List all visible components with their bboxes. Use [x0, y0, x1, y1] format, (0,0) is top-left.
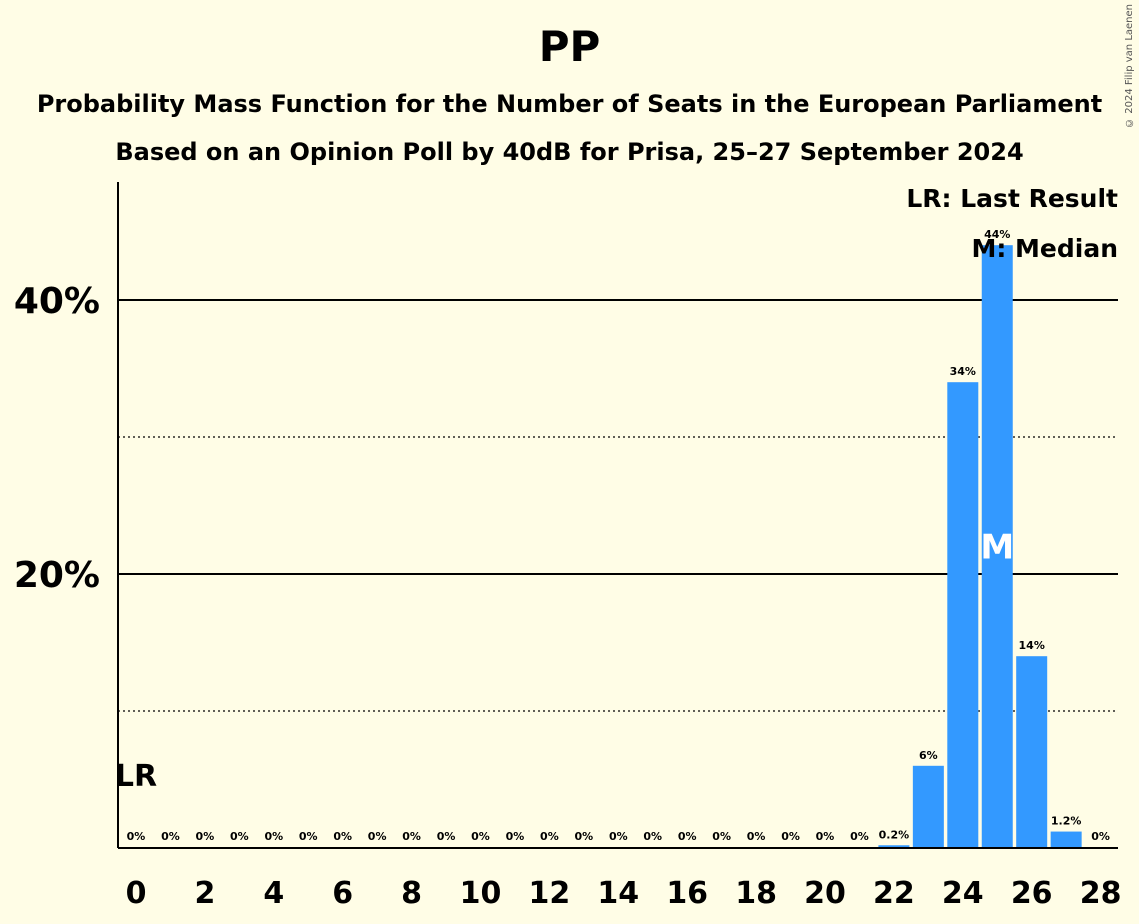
x-tick-label: 24 [942, 876, 984, 911]
data-label-seat-10: 0% [471, 830, 490, 843]
data-label-seat-8: 0% [402, 830, 421, 843]
data-label-seat-1: 0% [161, 830, 180, 843]
x-tick-label: 18 [735, 876, 777, 911]
data-label-seat-12: 0% [540, 830, 559, 843]
data-label-seat-20: 0% [816, 830, 835, 843]
x-tick-label: 4 [263, 876, 284, 911]
x-tick-label: 10 [460, 876, 502, 911]
data-label-seat-18: 0% [747, 830, 766, 843]
bar-seat-23 [912, 765, 944, 848]
x-tick-label: 28 [1080, 876, 1122, 911]
legend-median: M: Median [971, 234, 1118, 263]
data-label-seat-11: 0% [506, 830, 525, 843]
bar-seat-27 [1050, 831, 1082, 848]
data-label-seat-0: 0% [127, 830, 146, 843]
data-label-seat-17: 0% [712, 830, 731, 843]
x-tick-label: 12 [529, 876, 571, 911]
bar-seat-24 [947, 382, 979, 848]
data-label-seat-28: 0% [1091, 830, 1110, 843]
data-label-seat-13: 0% [575, 830, 594, 843]
data-label-seat-9: 0% [437, 830, 456, 843]
data-label-seat-26: 14% [1019, 639, 1045, 652]
data-label-seat-7: 0% [368, 830, 387, 843]
data-label-seat-19: 0% [781, 830, 800, 843]
data-label-seat-21: 0% [850, 830, 869, 843]
bar-seat-26 [1016, 656, 1048, 848]
x-tick-label: 8 [401, 876, 422, 911]
bar-seat-22 [878, 845, 910, 848]
y-tick-label: 40% [14, 281, 100, 322]
chart-subtitle: Probability Mass Function for the Number… [36, 90, 1103, 118]
data-label-seat-27: 1.2% [1051, 815, 1082, 828]
data-label-seat-5: 0% [299, 830, 318, 843]
chart-subtitle-2: Based on an Opinion Poll by 40dB for Pri… [115, 138, 1024, 166]
y-tick-label: 20% [14, 555, 100, 596]
x-tick-label: 0 [126, 876, 147, 911]
median-marker: M [980, 528, 1014, 568]
x-tick-label: 26 [1011, 876, 1053, 911]
x-tick-label: 2 [194, 876, 215, 911]
x-tick-label: 16 [666, 876, 708, 911]
data-label-seat-24: 34% [950, 365, 976, 378]
bar-seat-25 [981, 245, 1013, 848]
data-label-seat-23: 6% [919, 749, 938, 762]
data-label-seat-15: 0% [643, 830, 662, 843]
data-label-seat-16: 0% [678, 830, 697, 843]
data-label-seat-22: 0.2% [879, 828, 910, 841]
data-label-seat-3: 0% [230, 830, 249, 843]
chart-title: PP [538, 22, 601, 71]
x-tick-label: 20 [804, 876, 846, 911]
data-label-seat-6: 0% [333, 830, 352, 843]
x-tick-label: 22 [873, 876, 915, 911]
data-label-seat-2: 0% [196, 830, 215, 843]
x-tick-label: 14 [597, 876, 639, 911]
x-tick-label: 6 [332, 876, 353, 911]
data-label-seat-25: 44% [984, 228, 1010, 241]
legend-last-result: LR: Last Result [906, 184, 1118, 213]
data-label-seat-4: 0% [264, 830, 283, 843]
last-result-marker: LR [115, 759, 157, 794]
data-label-seat-14: 0% [609, 830, 628, 843]
